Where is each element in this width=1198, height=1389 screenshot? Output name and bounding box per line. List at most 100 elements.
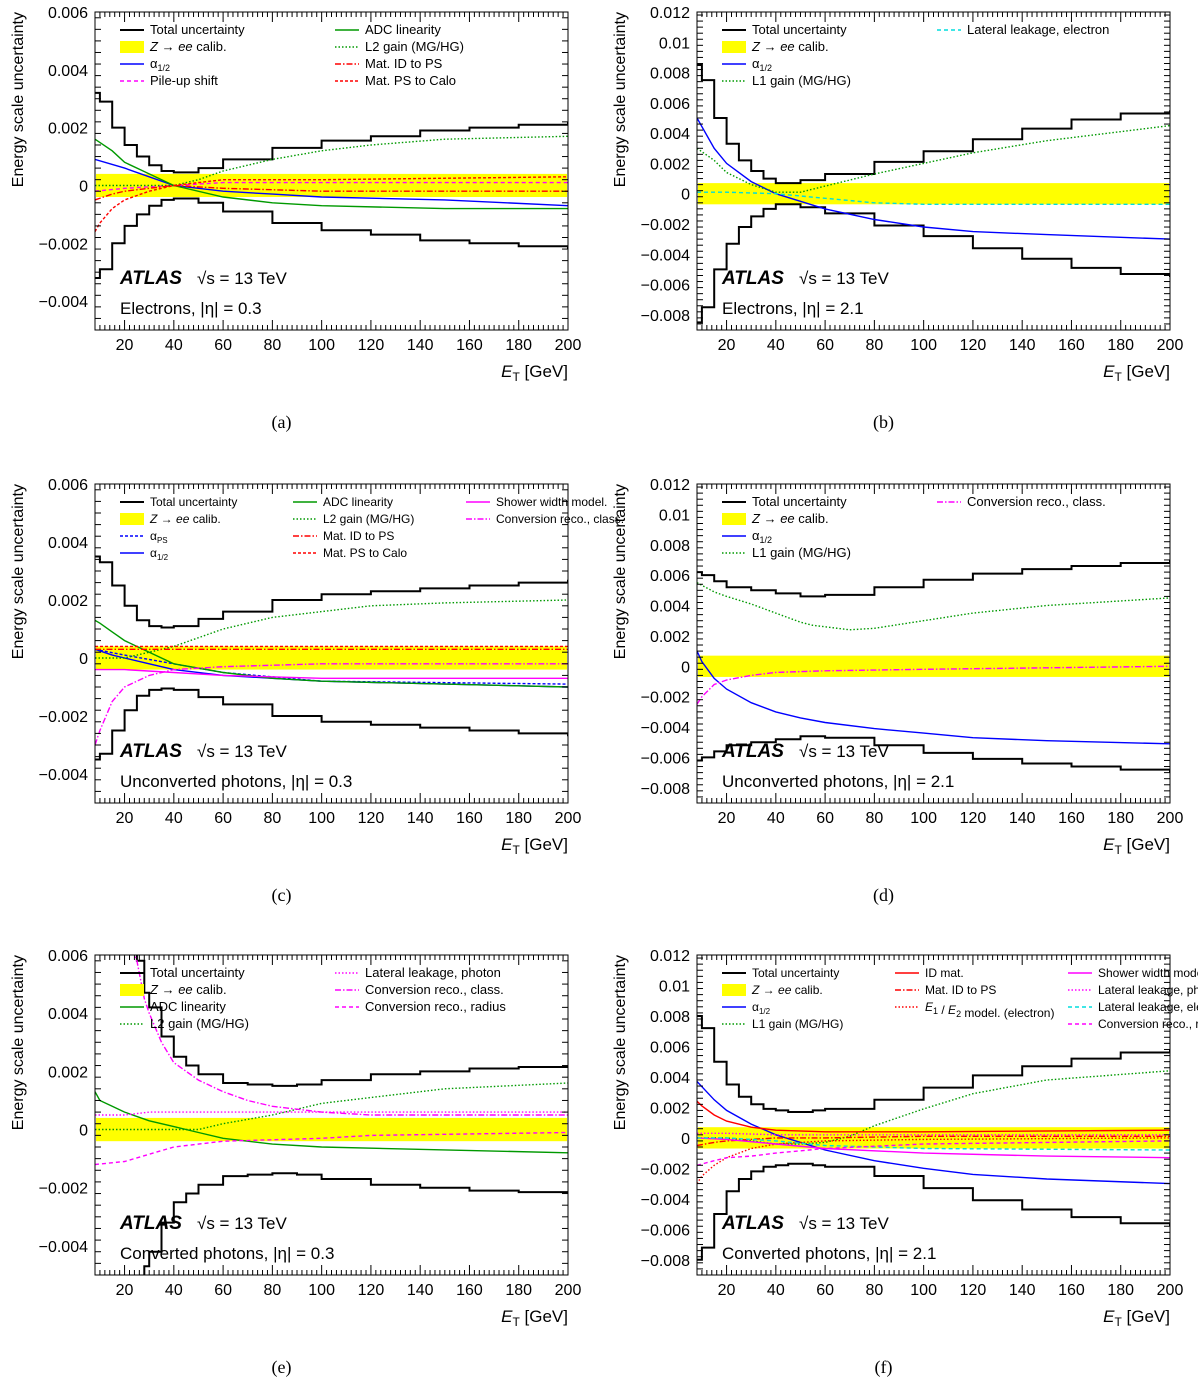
x-tick-label: 180 [1107, 337, 1134, 354]
energy-label: √s = 13 TeV [799, 269, 889, 288]
legend-label: L2 gain (MG/HG) [323, 512, 414, 526]
panel-caption: (a) [272, 412, 292, 433]
x-tick-label: 80 [263, 810, 281, 827]
x-tick-label: 20 [116, 337, 134, 354]
x-tick-label: 160 [1058, 810, 1085, 827]
series-l1-gain-mg-hg [697, 1070, 1170, 1145]
x-tick-label: 100 [308, 1282, 335, 1299]
series-l2-gain-mg-hg [95, 599, 568, 659]
x-tick-label: 40 [767, 337, 785, 354]
x-tick-label: 180 [505, 1282, 532, 1299]
series-lateral-leakage-photon [697, 1132, 1170, 1136]
legend-label: Pile-up shift [150, 73, 218, 88]
series-l1-gain-mg-hg [697, 582, 1170, 631]
y-axis-label: Energy scale uncertainty [10, 955, 27, 1130]
series-conversion-reco-radius [95, 1131, 568, 1166]
series-total-uncertainty-upper [95, 555, 568, 629]
legend-label: Conversion reco., class. [967, 494, 1106, 509]
legend-label: L2 gain (MG/HG) [150, 1016, 249, 1031]
x-tick-label: 40 [165, 1282, 183, 1299]
series-total-uncertainty-lower [697, 203, 1170, 324]
legend-label: Mat. ID to PS [925, 983, 996, 997]
series-mat-ps-to-calo [95, 176, 568, 233]
x-tick-label: 180 [1107, 1282, 1134, 1299]
legend-label: L1 gain (MG/HG) [752, 73, 851, 88]
y-tick-label: 0 [681, 1131, 690, 1148]
series-total-uncertainty-lower [95, 197, 568, 279]
x-axis-label: ET [GeV] [1103, 835, 1170, 857]
y-tick-label: −0.004 [641, 247, 690, 264]
legend-label: Total uncertainty [150, 965, 245, 980]
legend-swatch-band [722, 41, 746, 53]
x-tick-label: 100 [308, 810, 335, 827]
legend-label: Lateral leakage, electron [1098, 1000, 1198, 1014]
x-tick-label: 120 [960, 337, 987, 354]
x-tick-label: 100 [910, 1282, 937, 1299]
series-mat-id-to-ps [95, 184, 568, 201]
legend-label: Conversion reco., class. [365, 982, 504, 997]
energy-label: √s = 13 TeV [799, 742, 889, 761]
series-total-uncertainty-lower [143, 1172, 568, 1275]
x-tick-label: 40 [165, 810, 183, 827]
atlas-label: ATLAS [721, 268, 784, 289]
chart-panel-a: 20 40 60 80 100 120 140 160 180 200 −0.004 −0.002 0 0… [10, 5, 581, 433]
x-tick-label: 160 [1058, 337, 1085, 354]
chart-panel-e: 20 40 60 80 100 120 140 160 180 200 −0.004 −0.002 0 0… [10, 948, 581, 1378]
series-total-uncertainty-upper [697, 1015, 1170, 1113]
series-l1-gain-mg-hg [697, 124, 1170, 193]
x-tick-label: 140 [1009, 1282, 1036, 1299]
series-total-uncertainty-upper [95, 91, 568, 174]
x-tick-label: 20 [718, 810, 736, 827]
x-tick-label: 60 [816, 810, 834, 827]
energy-label: √s = 13 TeV [197, 742, 287, 761]
y-axis-label: Energy scale uncertainty [612, 12, 629, 187]
x-tick-label: 120 [358, 1282, 385, 1299]
atlas-label: ATLAS [119, 268, 182, 289]
x-tick-label: 160 [456, 1282, 483, 1299]
y-tick-label: −0.008 [641, 781, 690, 798]
legend-label: Mat. PS to Calo [365, 73, 456, 88]
panel-subtitle: Unconverted photons, |η| = 0.3 [120, 772, 352, 791]
legend-label: Conversion reco., radius [1098, 1017, 1198, 1031]
x-tick-label: 80 [263, 1282, 281, 1299]
x-tick-label: 60 [214, 810, 232, 827]
y-tick-label: −0.002 [641, 690, 690, 707]
series-total-uncertainty-upper [697, 64, 1170, 185]
x-tick-label: 200 [1157, 1282, 1184, 1299]
y-tick-label: 0.006 [650, 568, 690, 585]
y-tick-label: 0.008 [650, 538, 690, 555]
x-tick-label: 120 [358, 810, 385, 827]
x-tick-label: 200 [555, 337, 582, 354]
y-tick-label: 0.002 [650, 1100, 690, 1117]
x-tick-label: 140 [407, 810, 434, 827]
y-tick-label: 0.01 [659, 507, 690, 524]
series-total-uncertainty-lower [95, 687, 568, 761]
y-tick-label: 0 [681, 659, 690, 676]
legend-label: Total uncertainty [150, 22, 245, 37]
y-tick-label: 0.004 [48, 63, 88, 80]
y-tick-label: 0 [79, 1123, 88, 1140]
y-tick-label: 0.006 [48, 948, 88, 965]
y-tick-label: 0.012 [650, 5, 690, 22]
legend-label: ID mat. [925, 966, 964, 980]
y-tick-label: 0.006 [650, 1039, 690, 1056]
x-tick-label: 160 [456, 810, 483, 827]
y-tick-label: 0.012 [650, 477, 690, 494]
panel-caption: (f) [875, 1357, 893, 1378]
y-tick-label: −0.008 [641, 308, 690, 325]
y-tick-label: −0.006 [641, 750, 690, 767]
x-tick-label: 60 [214, 337, 232, 354]
y-tick-label: 0.012 [650, 948, 690, 965]
legend-label: Total uncertainty [150, 495, 237, 509]
legend-label: Z → ee calib. [751, 39, 829, 54]
legend-label: α1/2 [752, 56, 772, 73]
x-tick-label: 100 [910, 337, 937, 354]
y-tick-label: 0 [681, 187, 690, 204]
series-conversion-reco-class [95, 663, 568, 746]
x-axis-label: ET [GeV] [1103, 362, 1170, 384]
x-tick-label: 60 [816, 1282, 834, 1299]
z-ee-calib-band [96, 173, 567, 198]
legend-label: Total uncertainty [752, 966, 839, 980]
y-axis-label: Energy scale uncertainty [612, 484, 629, 659]
legend-label: Total uncertainty [752, 22, 847, 37]
